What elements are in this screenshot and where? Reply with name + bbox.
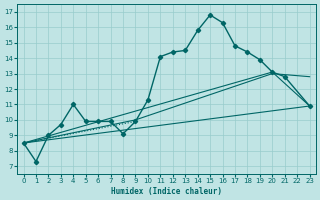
X-axis label: Humidex (Indice chaleur): Humidex (Indice chaleur) bbox=[111, 187, 222, 196]
